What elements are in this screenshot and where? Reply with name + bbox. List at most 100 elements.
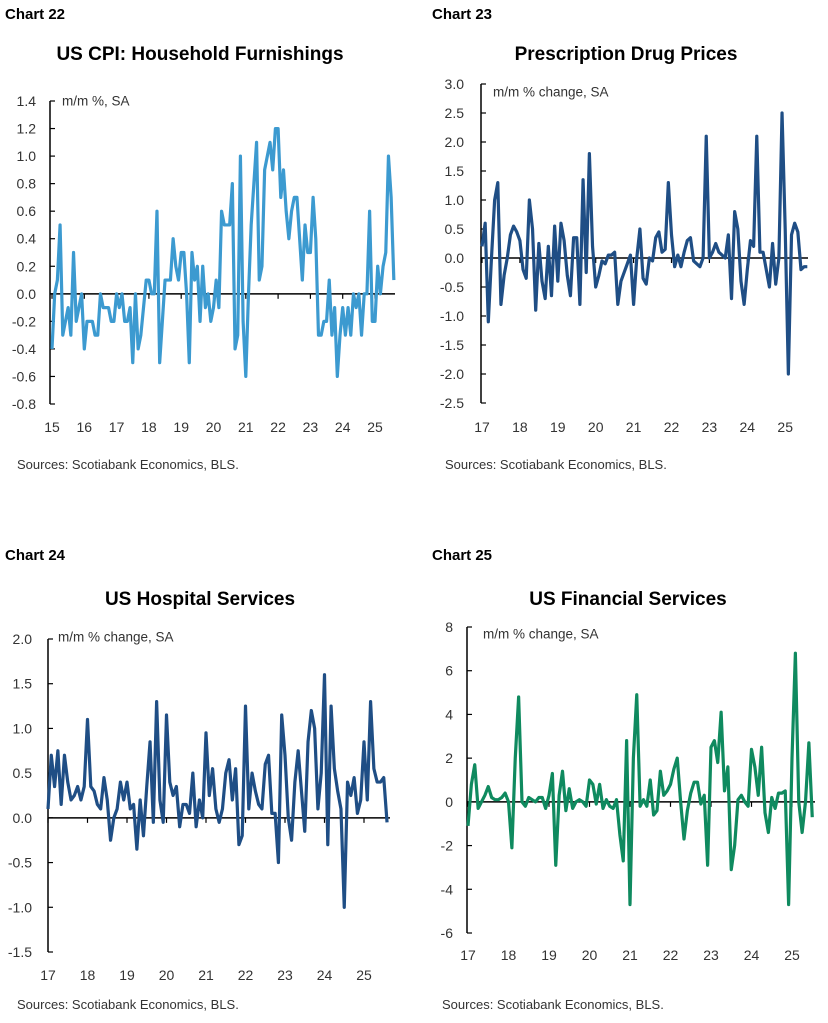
y-tick-label: -1.5 bbox=[8, 944, 32, 960]
series-line bbox=[480, 111, 808, 376]
x-tick-label: 24 bbox=[740, 419, 756, 435]
x-tick-label: 21 bbox=[238, 419, 254, 435]
chart-1: 1.4 1.2 1.0 0.8 0.6 0.4 0.2 0.0 -0.2 -0.4 -0.6 -0.8… bbox=[12, 93, 396, 435]
series-line bbox=[46, 673, 389, 909]
y-tick-label: -2 bbox=[441, 838, 454, 854]
x-tick-label: 25 bbox=[367, 419, 383, 435]
y-tick-label: -1.0 bbox=[8, 899, 32, 915]
x-tick-label: 25 bbox=[356, 967, 372, 983]
y-tick-label: 1.0 bbox=[13, 720, 33, 736]
y-tick-label: -0.5 bbox=[8, 855, 32, 871]
y-tick-label: 0.0 bbox=[17, 286, 37, 302]
y-axis-unit-label: m/m % change, SA bbox=[483, 626, 599, 642]
x-tick-label: 20 bbox=[588, 419, 604, 435]
chart-number: Chart 25 bbox=[432, 547, 493, 564]
x-tick-label: 22 bbox=[664, 419, 680, 435]
y-tick-label: 8 bbox=[445, 619, 453, 635]
y-tick-label: -1.5 bbox=[440, 337, 464, 353]
y-tick-label: 0.8 bbox=[17, 176, 37, 192]
y-axis-unit-label: m/m % change, SA bbox=[493, 84, 609, 100]
x-tick-label: 24 bbox=[335, 419, 351, 435]
y-tick-label: 0.0 bbox=[13, 810, 33, 826]
y-tick-label: -2.5 bbox=[440, 395, 464, 411]
chart-title: Prescription Drug Prices bbox=[514, 44, 738, 65]
series-line bbox=[50, 126, 396, 379]
y-tick-label: 1.0 bbox=[445, 192, 465, 208]
x-tick-label: 17 bbox=[109, 419, 125, 435]
y-tick-label: -0.4 bbox=[12, 341, 36, 357]
y-tick-label: 1.5 bbox=[445, 163, 465, 179]
x-tick-label: 18 bbox=[80, 967, 96, 983]
x-tick-label: 17 bbox=[40, 967, 56, 983]
y-tick-label: 3.0 bbox=[445, 76, 465, 92]
x-tick-label: 19 bbox=[541, 947, 557, 963]
x-tick-label: 16 bbox=[77, 419, 93, 435]
chart-number: Chart 23 bbox=[432, 6, 493, 23]
y-tick-label: 1.4 bbox=[17, 93, 37, 109]
chart-source: Sources: Scotiabank Economics, BLS. bbox=[442, 997, 664, 1012]
x-tick-label: 25 bbox=[784, 947, 800, 963]
x-tick-label: 21 bbox=[626, 419, 642, 435]
y-tick-label: 0.0 bbox=[445, 250, 465, 266]
chart-title: US Financial Services bbox=[529, 589, 727, 610]
chart-3: 2.0 1.5 1.0 0.5 0.0 -0.5 -1.0 -1.5 17 18 19 20 21 22 2… bbox=[8, 631, 390, 983]
y-tick-label: -2.0 bbox=[440, 366, 464, 382]
x-tick-label: 24 bbox=[744, 947, 760, 963]
x-tick-label: 25 bbox=[777, 419, 793, 435]
y-tick-label: -0.6 bbox=[12, 368, 36, 384]
y-tick-label: 1.0 bbox=[17, 148, 37, 164]
y-tick-label: 0.6 bbox=[17, 203, 37, 219]
chart-number: Chart 24 bbox=[5, 547, 66, 564]
y-tick-label: 2.0 bbox=[13, 631, 33, 647]
y-tick-label: -6 bbox=[441, 925, 454, 941]
chart-2: 3.0 2.5 2.0 1.5 1.0 0.5 0.0 -0.5 -1.0 -1.5 -2.0 -2.… bbox=[440, 76, 808, 435]
x-tick-label: 19 bbox=[550, 419, 566, 435]
chart-source: Sources: Scotiabank Economics, BLS. bbox=[445, 457, 667, 472]
x-tick-label: 22 bbox=[663, 947, 679, 963]
y-tick-label: -0.5 bbox=[440, 279, 464, 295]
x-tick-label: 18 bbox=[141, 419, 157, 435]
x-tick-label: 19 bbox=[173, 419, 189, 435]
y-tick-label: 0.2 bbox=[17, 258, 37, 274]
chart-number: Chart 22 bbox=[5, 6, 66, 23]
series-line bbox=[466, 651, 814, 907]
x-tick-label: 20 bbox=[159, 967, 175, 983]
x-tick-label: 24 bbox=[317, 967, 333, 983]
chart-title: US Hospital Services bbox=[104, 589, 296, 610]
y-tick-label: -1.0 bbox=[440, 308, 464, 324]
chart-title: US CPI: Household Furnishings bbox=[56, 44, 344, 65]
y-tick-label: 4 bbox=[445, 706, 453, 722]
y-tick-label: 1.2 bbox=[17, 121, 37, 137]
y-tick-label: 2.5 bbox=[445, 105, 465, 121]
x-tick-label: 15 bbox=[44, 419, 60, 435]
y-tick-label: -4 bbox=[441, 881, 454, 897]
y-tick-label: 2.0 bbox=[445, 134, 465, 150]
y-tick-label: 2 bbox=[445, 750, 453, 766]
chart-source: Sources: Scotiabank Economics, BLS. bbox=[17, 997, 239, 1012]
y-axis-unit-label: m/m % change, SA bbox=[58, 629, 174, 645]
chart-source: Sources: Scotiabank Economics, BLS. bbox=[17, 457, 239, 472]
x-tick-label: 17 bbox=[460, 947, 476, 963]
x-tick-label: 20 bbox=[206, 419, 222, 435]
x-tick-label: 21 bbox=[622, 947, 638, 963]
y-axis-unit-label: m/m %, SA bbox=[62, 93, 130, 109]
y-tick-label: 6 bbox=[445, 663, 453, 679]
x-tick-label: 19 bbox=[119, 967, 135, 983]
y-tick-label: -0.2 bbox=[12, 313, 36, 329]
x-tick-label: 23 bbox=[703, 947, 719, 963]
y-tick-label: 0 bbox=[445, 794, 453, 810]
x-tick-label: 23 bbox=[702, 419, 718, 435]
x-tick-label: 23 bbox=[277, 967, 293, 983]
x-tick-label: 22 bbox=[270, 419, 286, 435]
y-tick-label: -0.8 bbox=[12, 396, 36, 412]
y-tick-label: 0.5 bbox=[445, 221, 465, 237]
y-tick-label: 0.4 bbox=[17, 231, 37, 247]
x-tick-label: 18 bbox=[501, 947, 517, 963]
x-tick-label: 17 bbox=[474, 419, 490, 435]
x-tick-label: 22 bbox=[238, 967, 254, 983]
x-tick-label: 20 bbox=[582, 947, 598, 963]
y-tick-label: 1.5 bbox=[13, 676, 33, 692]
x-tick-label: 21 bbox=[198, 967, 214, 983]
